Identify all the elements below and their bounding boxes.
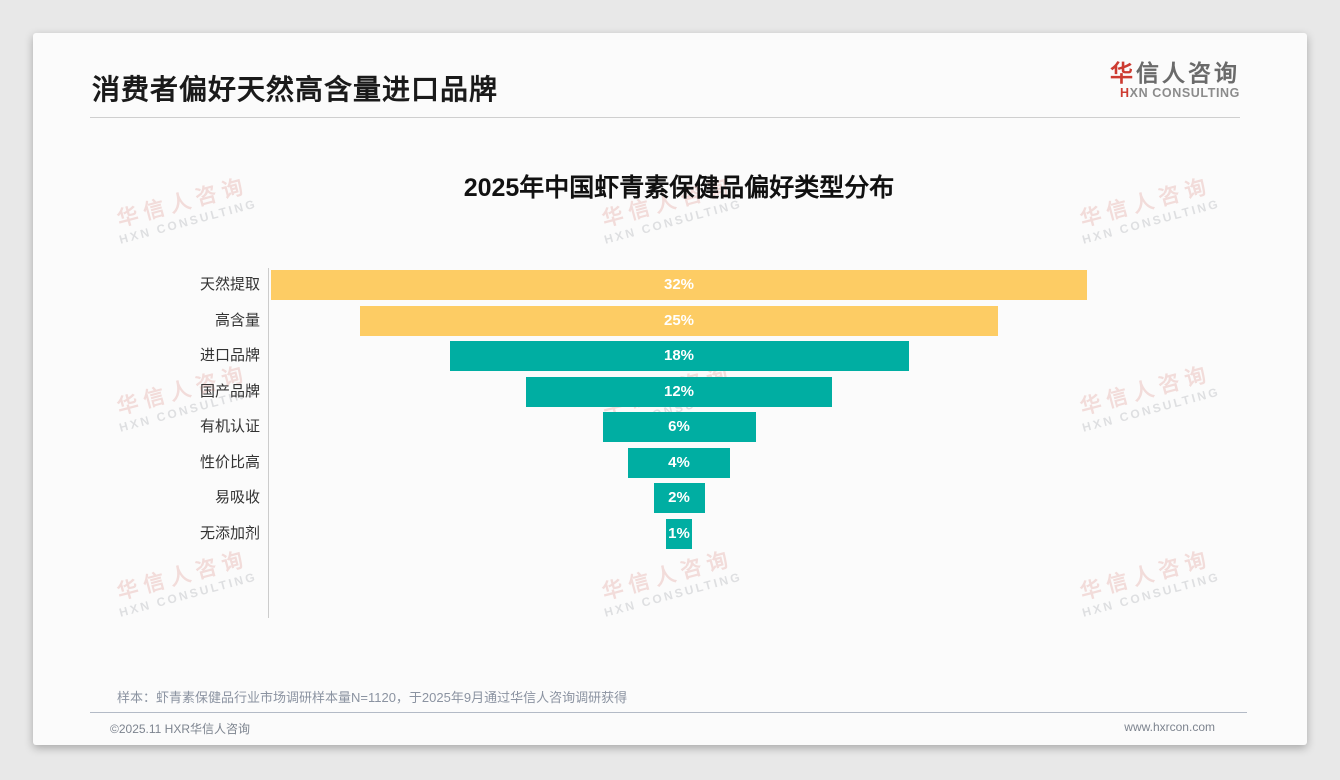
logo-rest-chars: 信人咨询 [1136, 60, 1240, 86]
value-label: 12% [663, 382, 695, 400]
category-label: 国产品牌 [199, 382, 260, 400]
category-label: 进口品牌 [199, 347, 260, 364]
y-axis-line [268, 268, 269, 618]
website-text: www.hxrcon.com [1124, 720, 1215, 734]
copyright-text: ©2025.11 HXR华信人咨询 [110, 722, 250, 736]
logo-accent-letter: H [1120, 86, 1130, 100]
category-label: 高含量 [214, 311, 260, 329]
logo-english-text: HXN CONSULTING [1110, 86, 1240, 101]
logo-chinese-text: 华信人咨询 [1110, 60, 1240, 86]
funnel-bar: 18% [449, 341, 909, 371]
category-label: 易吸收 [214, 489, 260, 506]
category-label: 有机认证 [199, 418, 260, 435]
funnel-bar: 12% [526, 376, 832, 407]
category-label: 无添加剂 [199, 524, 260, 542]
value-label: 6% [668, 418, 690, 435]
chart-title: 2025年中国虾青素保健品偏好类型分布 [463, 174, 895, 202]
sample-note: 样本：虾青素保健品行业市场调研样本量N=1120，于2025年9月通过华信人咨询… [117, 690, 628, 705]
funnel-bar: 32% [271, 270, 1087, 300]
funnel-bar: 2% [653, 483, 705, 513]
value-label: 4% [668, 453, 690, 471]
funnel-bar: 6% [602, 412, 756, 442]
logo-rest-letters: XN CONSULTING [1129, 86, 1240, 100]
footer-divider [90, 712, 1247, 713]
category-label: 性价比高 [199, 453, 260, 471]
header-divider [90, 117, 1240, 118]
funnel-bar: 4% [628, 447, 730, 478]
company-logo: 华信人咨询 HXN CONSULTING [1110, 60, 1240, 101]
funnel-bar: 25% [360, 305, 998, 336]
category-label: 天然提取 [199, 276, 260, 293]
value-label: 32% [663, 276, 695, 293]
value-label: 2% [668, 489, 690, 506]
value-label: 25% [663, 311, 695, 329]
value-label: 18% [663, 347, 695, 364]
logo-accent-char: 华 [1110, 60, 1136, 86]
page-title: 消费者偏好天然高含量进口品牌 [92, 74, 499, 105]
value-label: 1% [668, 524, 690, 542]
funnel-bar: 1% [666, 518, 692, 549]
